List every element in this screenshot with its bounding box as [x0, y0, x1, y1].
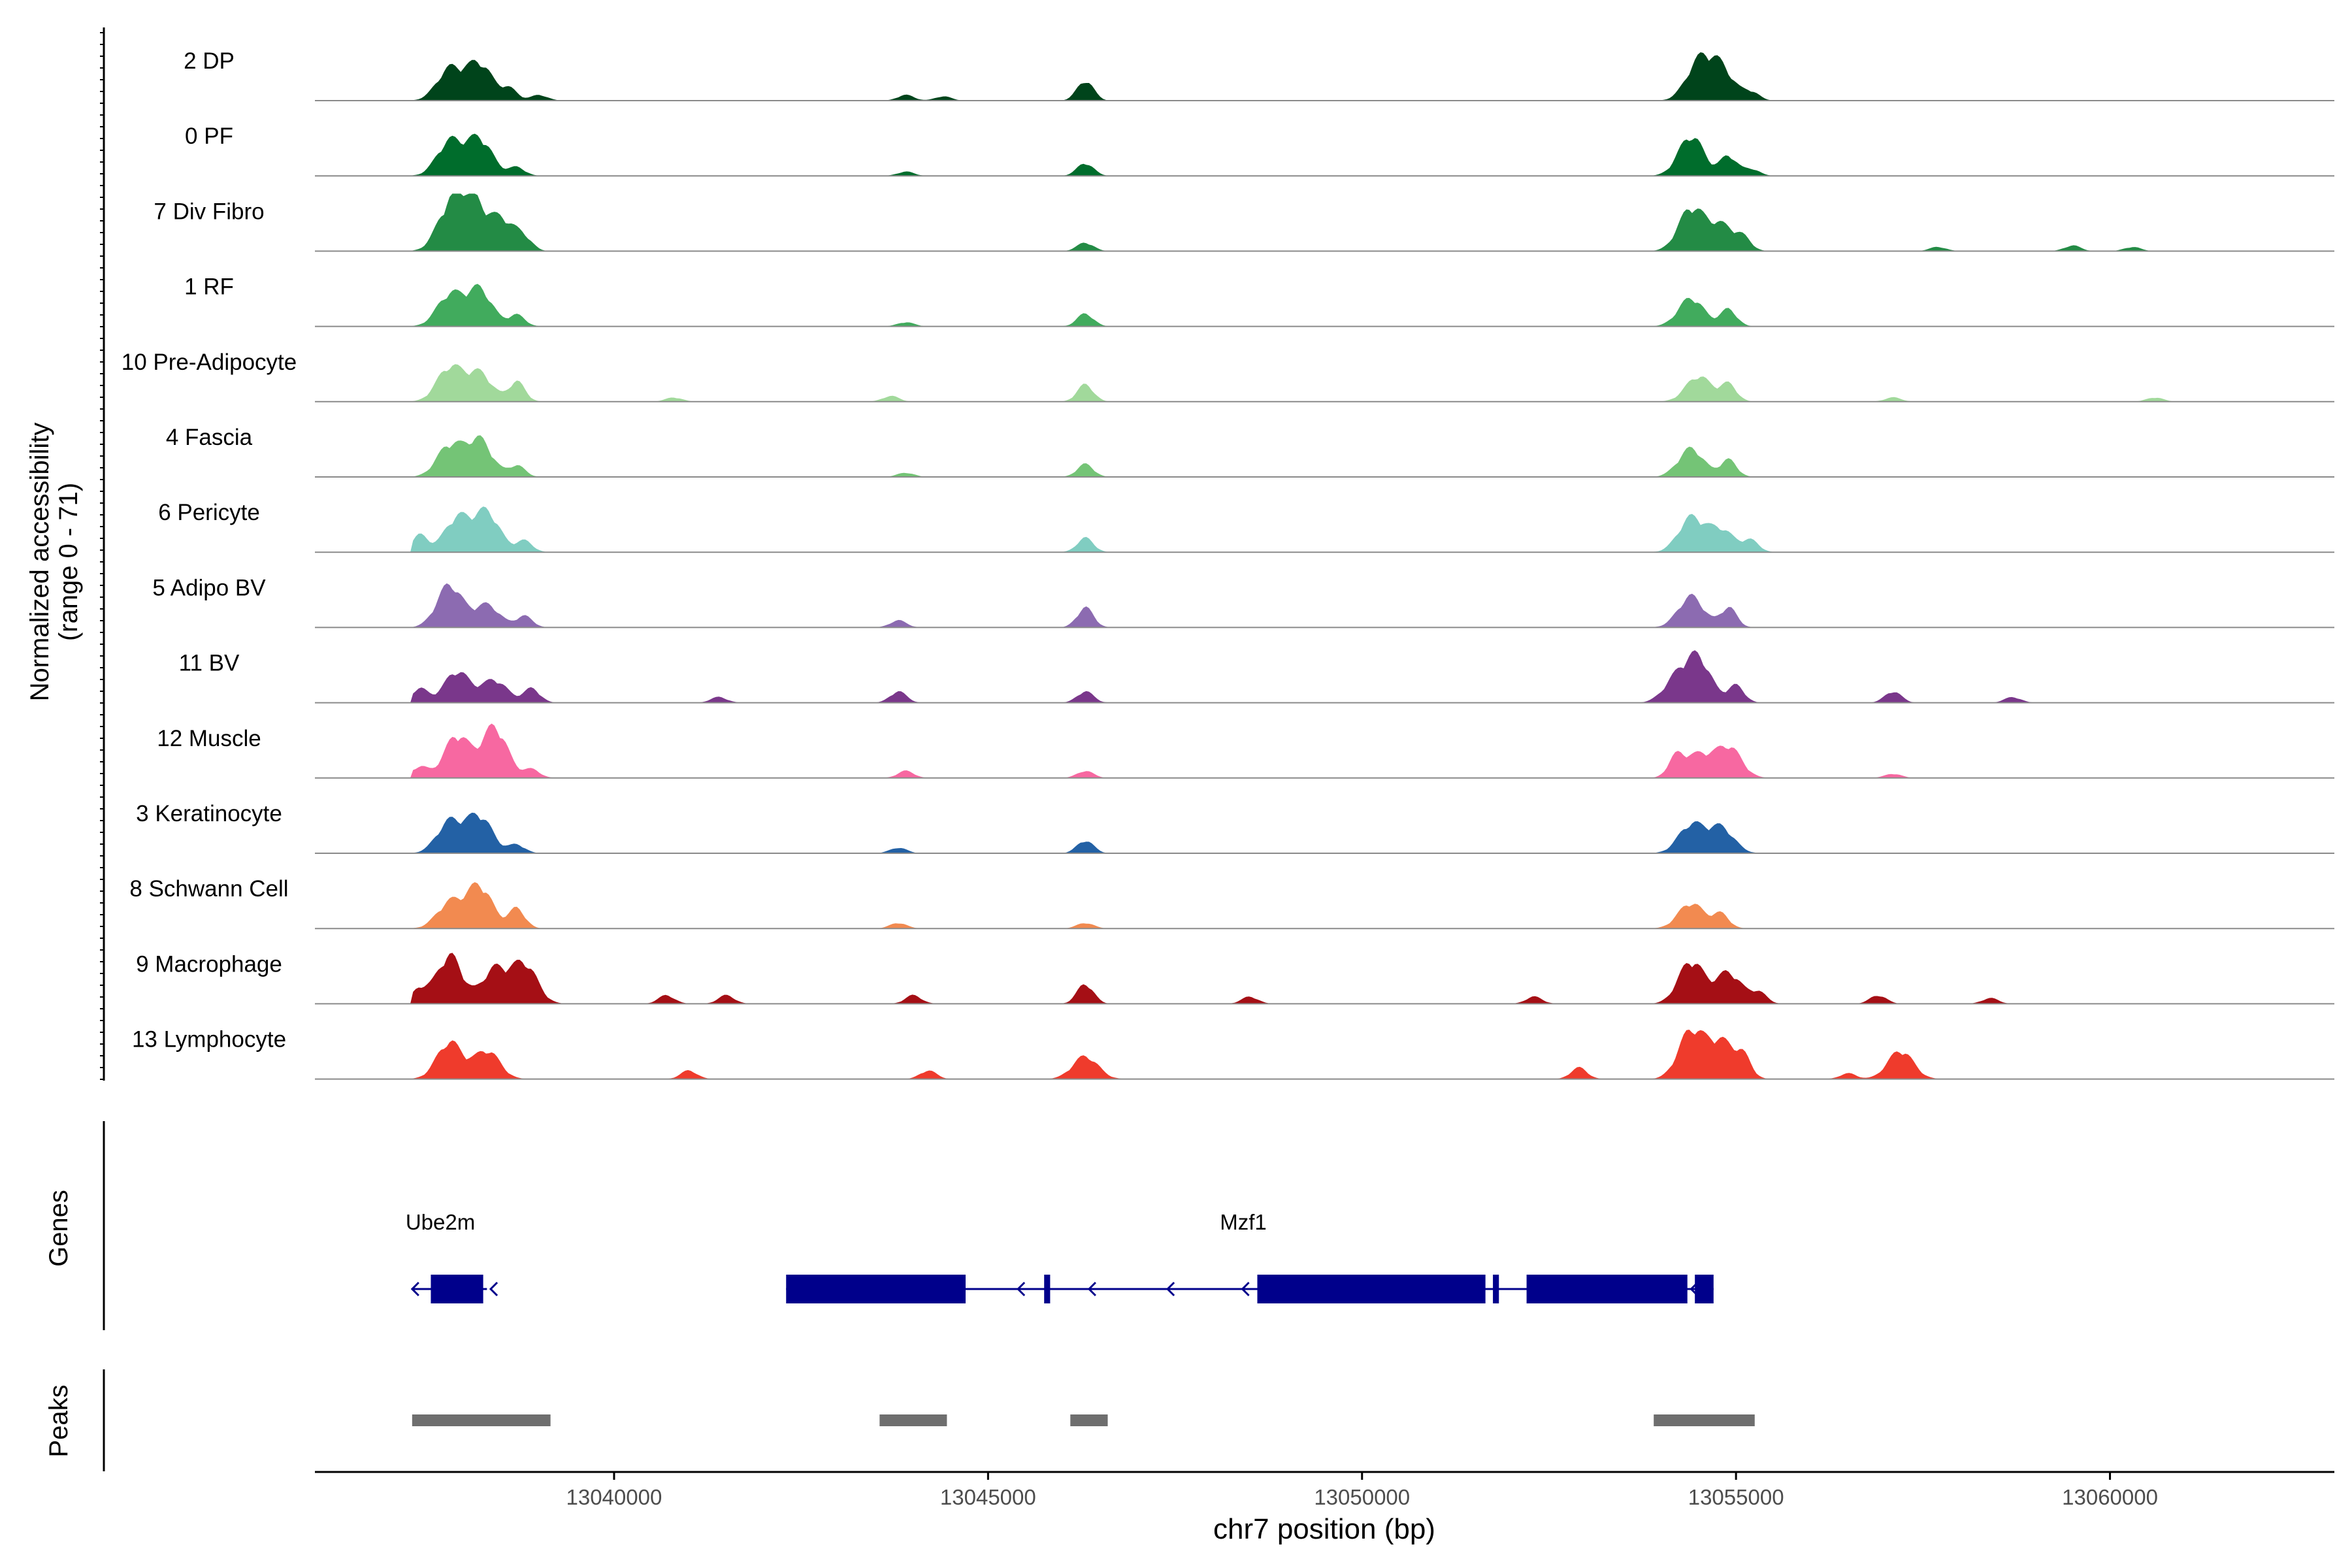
- track-13: 13 Lymphocyte: [132, 1027, 2334, 1080]
- gene-exon: [786, 1275, 966, 1303]
- y-axis-subtitle: (range 0 - 71): [54, 483, 83, 641]
- track-label: 1 RF: [184, 274, 234, 300]
- track-coverage-area: [315, 812, 2334, 853]
- track-12: 9 Macrophage: [136, 951, 2334, 1005]
- gene-name: Ube2m: [406, 1210, 475, 1234]
- strand-arrow: [1166, 1281, 1175, 1297]
- track-0: 2 DP: [184, 48, 2334, 101]
- track-label: 6 Pericyte: [158, 500, 260, 525]
- gene-name: Mzf1: [1220, 1210, 1267, 1234]
- coverage-y-ticks: [100, 32, 104, 1080]
- track-label: 4 Fascia: [166, 425, 253, 450]
- track-5: 4 Fascia: [166, 425, 2334, 478]
- track-coverage-area: [315, 953, 2334, 1004]
- track-coverage-area: [315, 650, 2334, 703]
- track-label: 2 DP: [184, 48, 235, 74]
- track-label: 12 Muscle: [157, 726, 261, 751]
- genes-panel-label: Genes: [44, 1190, 73, 1267]
- x-axis-title: chr7 position (bp): [1213, 1513, 1435, 1545]
- track-9: 12 Muscle: [157, 723, 2334, 779]
- gene-exon: [1257, 1275, 1486, 1303]
- peak-bar: [1654, 1414, 1755, 1426]
- track-1: 0 PF: [185, 123, 2334, 177]
- peak-bar: [412, 1414, 551, 1426]
- y-axis-title: Normalized accessibility: [25, 423, 54, 702]
- track-label: 5 Adipo BV: [152, 575, 266, 600]
- track-label: 0 PF: [185, 123, 233, 149]
- track-coverage-area: [315, 364, 2334, 402]
- track-coverage-area: [315, 193, 2334, 252]
- track-coverage-area: [315, 52, 2334, 101]
- gene-exon: [1695, 1275, 1714, 1303]
- track-coverage-area: [315, 1030, 2334, 1079]
- strand-arrow: [1241, 1281, 1250, 1297]
- x-tick-label: 13040000: [566, 1485, 662, 1509]
- strand-arrow: [1017, 1281, 1026, 1297]
- track-3: 1 RF: [184, 274, 2334, 327]
- x-tick-label: 13045000: [940, 1485, 1036, 1509]
- x-tick-label: 13060000: [2062, 1485, 2158, 1509]
- track-coverage-area: [315, 882, 2334, 929]
- peak-bar: [1070, 1414, 1108, 1426]
- track-label: 7 Div Fibro: [154, 199, 264, 224]
- gene-exon: [1044, 1275, 1051, 1303]
- strand-arrow: [489, 1281, 498, 1297]
- track-8: 11 BV: [179, 650, 2334, 704]
- track-2: 7 Div Fibro: [154, 193, 2334, 252]
- gene-exon: [431, 1275, 483, 1303]
- track-7: 5 Adipo BV: [152, 575, 2334, 629]
- track-label: 11 BV: [179, 651, 240, 676]
- gene-exon: [1493, 1275, 1499, 1303]
- track-coverage-area: [315, 583, 2334, 628]
- strand-arrow: [1690, 1281, 1699, 1297]
- track-6: 6 Pericyte: [158, 500, 2334, 553]
- track-11: 8 Schwann Cell: [129, 876, 2334, 930]
- track-4: 10 Pre-Adipocyte: [122, 350, 2334, 402]
- track-label: 13 Lymphocyte: [132, 1027, 286, 1053]
- peak-bar: [879, 1414, 947, 1426]
- gene-Ube2m: Ube2m: [406, 1210, 498, 1303]
- track-coverage-area: [315, 723, 2334, 778]
- track-coverage-area: [315, 435, 2334, 477]
- gene-annotations: Ube2m Mzf1: [406, 1210, 1714, 1303]
- gene-Mzf1: Mzf1: [786, 1210, 1714, 1303]
- track-coverage-area: [315, 133, 2334, 176]
- x-tick-label: 13050000: [1314, 1485, 1410, 1509]
- x-axis-ticks: 13040000 13045000 13050000 13055000 13060000: [566, 1472, 2158, 1509]
- track-label: 10 Pre-Adipocyte: [122, 350, 297, 375]
- x-tick-label: 13055000: [1688, 1485, 1784, 1509]
- peaks-panel-label: Peaks: [44, 1384, 73, 1457]
- track-label: 3 Keratinocyte: [136, 801, 282, 826]
- strand-arrow: [1087, 1281, 1096, 1297]
- strand-arrow: [410, 1281, 419, 1297]
- peak-regions: [412, 1414, 1755, 1426]
- track-label: 8 Schwann Cell: [129, 876, 288, 902]
- track-coverage-area: [315, 506, 2334, 553]
- track-coverage-area: [315, 284, 2334, 327]
- gene-exon: [1526, 1275, 1688, 1303]
- track-10: 3 Keratinocyte: [136, 801, 2334, 854]
- coverage-tracks: 2 DP 0 PF 7 Div Fibro 1 RF 10 Pre-Adipocyte 4…: [122, 48, 2334, 1080]
- track-label: 9 Macrophage: [136, 951, 282, 977]
